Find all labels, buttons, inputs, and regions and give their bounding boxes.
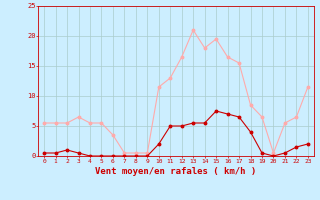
X-axis label: Vent moyen/en rafales ( km/h ): Vent moyen/en rafales ( km/h ) xyxy=(95,167,257,176)
